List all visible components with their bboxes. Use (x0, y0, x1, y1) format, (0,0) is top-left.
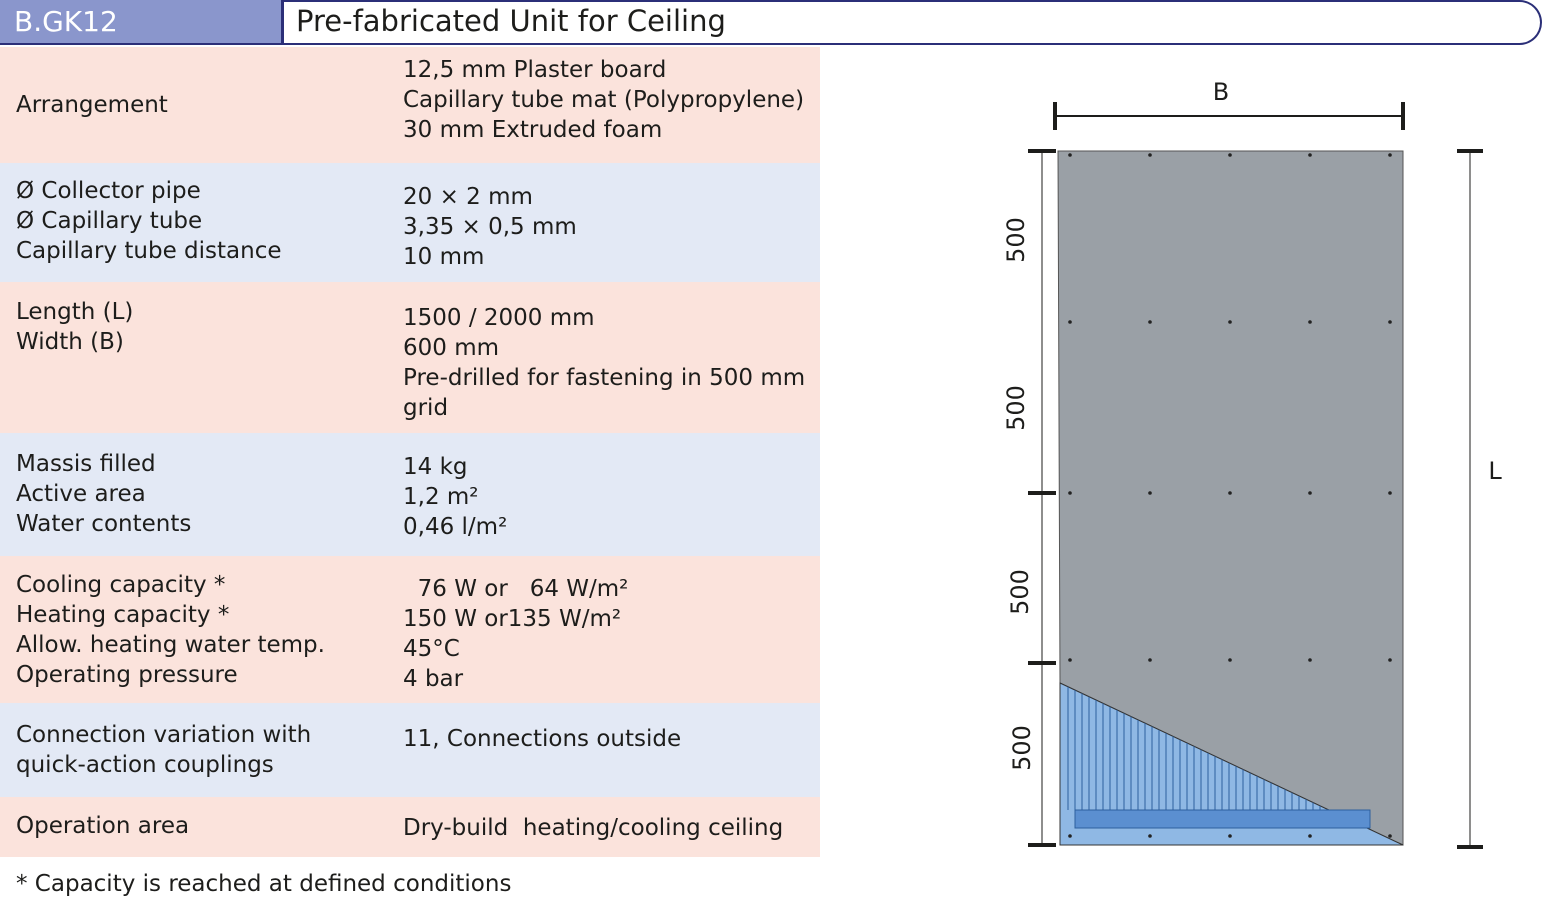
spec-label: Active area (16, 481, 146, 507)
drill-hole (1068, 491, 1072, 495)
footnote: * Capacity is reached at defined conditi… (16, 871, 512, 897)
segment-label: 500 (1002, 385, 1030, 431)
segment-label: 500 (1006, 569, 1034, 615)
spec-values: 76 W or 64 W/m² 150 W or135 W/m² 45°C 4 bar (403, 574, 628, 694)
header-title: Pre-fabricated Unit for Ceiling (296, 4, 726, 38)
spec-values: 1500 / 2000 mm 600 mm Pre-drilled for fast… (403, 303, 805, 423)
drill-hole (1388, 491, 1392, 495)
header-code-box (0, 0, 282, 45)
spec-labels: Massis filled Active area Water contents (16, 449, 191, 539)
spec-values: Dry-build heating/cooling ceiling (403, 813, 783, 843)
drill-hole (1388, 834, 1392, 838)
spec-labels: Cooling capacity * Heating capacity * Allo… (16, 570, 325, 690)
spec-value: 11, Connections outside (403, 726, 682, 752)
spec-value: Pre-drilled for fastening in 500 mm (403, 365, 806, 391)
spec-value: 30 mm Extruded foam (403, 117, 663, 143)
spec-values: 11, Connections outside (403, 724, 681, 754)
drill-hole (1068, 658, 1072, 662)
drill-hole (1308, 834, 1312, 838)
spec-row: Cooling capacity * Heating capacity * Allo… (0, 556, 820, 703)
drill-hole (1068, 153, 1072, 157)
drill-hole (1308, 153, 1312, 157)
drill-hole (1308, 658, 1312, 662)
spec-label: Massis filled (16, 451, 156, 477)
drill-hole (1228, 834, 1232, 838)
spec-label: Ø Collector pipe (16, 178, 201, 204)
collector (1074, 809, 1371, 829)
spec-value: 4 bar (403, 666, 464, 692)
drill-hole (1388, 320, 1392, 324)
spec-value: 45°C (403, 636, 460, 662)
spec-value: 1500 / 2000 mm (403, 305, 595, 331)
drill-hole (1228, 658, 1232, 662)
width-label: B (1213, 78, 1229, 106)
spec-values: 14 kg 1,2 m² 0,46 l/m² (403, 452, 507, 542)
header-title-box (281, 0, 1542, 45)
spec-value: 76 W or 64 W/m² (403, 576, 629, 602)
spec-labels: Operation area (16, 811, 189, 841)
drill-hole (1148, 153, 1152, 157)
spec-label: Arrangement (16, 92, 168, 118)
spec-label: Operating pressure (16, 662, 238, 688)
spec-label: Allow. heating water temp. (16, 632, 325, 658)
spec-labels: Length (L) Width (B) (16, 297, 133, 357)
drill-hole (1068, 320, 1072, 324)
spec-value: 150 W or135 W/m² (403, 606, 622, 632)
spec-value: 20 × 2 mm (403, 184, 533, 210)
drill-hole (1148, 491, 1152, 495)
drill-hole (1148, 658, 1152, 662)
drill-hole (1068, 834, 1072, 838)
spec-label: Length (L) (16, 299, 134, 325)
header-code: B.GK12 (14, 5, 118, 38)
spec-labels: Arrangement (16, 90, 168, 120)
spec-value: 10 mm (403, 244, 485, 270)
segment-label: 500 (1002, 217, 1030, 263)
spec-values: 20 × 2 mm 3,35 × 0,5 mm 10 mm (403, 182, 577, 272)
drill-hole (1308, 320, 1312, 324)
spec-value: 3,35 × 0,5 mm (403, 214, 577, 240)
spec-row: Length (L) Width (B) 1500 / 2000 mm 600 mm P… (0, 282, 820, 433)
spec-label: Capillary tube distance (16, 238, 282, 264)
spec-label: Operation area (16, 813, 190, 839)
spec-label: Water contents (16, 511, 192, 537)
spec-value: Dry-build heating/cooling ceiling (403, 815, 784, 841)
dimensions (1028, 102, 1483, 849)
spec-value: 14 kg (403, 454, 468, 480)
spec-label: Cooling capacity * (16, 572, 226, 598)
spec-labels: Ø Collector pipe Ø Capillary tube Capillar… (16, 176, 282, 266)
spec-row: Connection variation with quick-action co… (0, 703, 820, 797)
drill-hole (1388, 153, 1392, 157)
spec-label: Width (B) (16, 329, 124, 355)
spec-label: Ø Capillary tube (16, 208, 203, 234)
spec-value: 12,5 mm Plaster board (403, 57, 667, 83)
spec-value: grid (403, 395, 449, 421)
spec-row: Operation area Dry-build heating/cooling … (0, 797, 820, 857)
drill-hole (1388, 658, 1392, 662)
drill-hole (1228, 153, 1232, 157)
segment-label: 500 (1008, 725, 1036, 771)
drill-hole (1148, 834, 1152, 838)
spec-value: Capillary tube mat (Polypropylene) (403, 87, 805, 113)
spec-value: 600 mm (403, 335, 500, 361)
spec-label: quick-action couplings (16, 752, 274, 778)
panel-blue (1059, 682, 1404, 846)
length-label: L (1488, 457, 1502, 485)
spec-values: 12,5 mm Plaster board Capillary tube mat … (403, 55, 804, 145)
drill-hole (1308, 491, 1312, 495)
drill-hole (1148, 320, 1152, 324)
spec-label: Heating capacity * (16, 602, 230, 628)
drill-hole (1228, 491, 1232, 495)
spec-row: Massis filled Active area Water contents 14… (0, 433, 820, 556)
spec-row: Arrangement 12,5 mm Plaster board Capillar… (0, 47, 820, 163)
spec-value: 0,46 l/m² (403, 514, 508, 540)
drill-hole (1228, 320, 1232, 324)
spec-row: Ø Collector pipe Ø Capillary tube Capillar… (0, 163, 820, 282)
spec-labels: Connection variation with quick-action co… (16, 720, 311, 780)
spec-label: Connection variation with (16, 722, 312, 748)
spec-value: 1,2 m² (403, 484, 479, 510)
